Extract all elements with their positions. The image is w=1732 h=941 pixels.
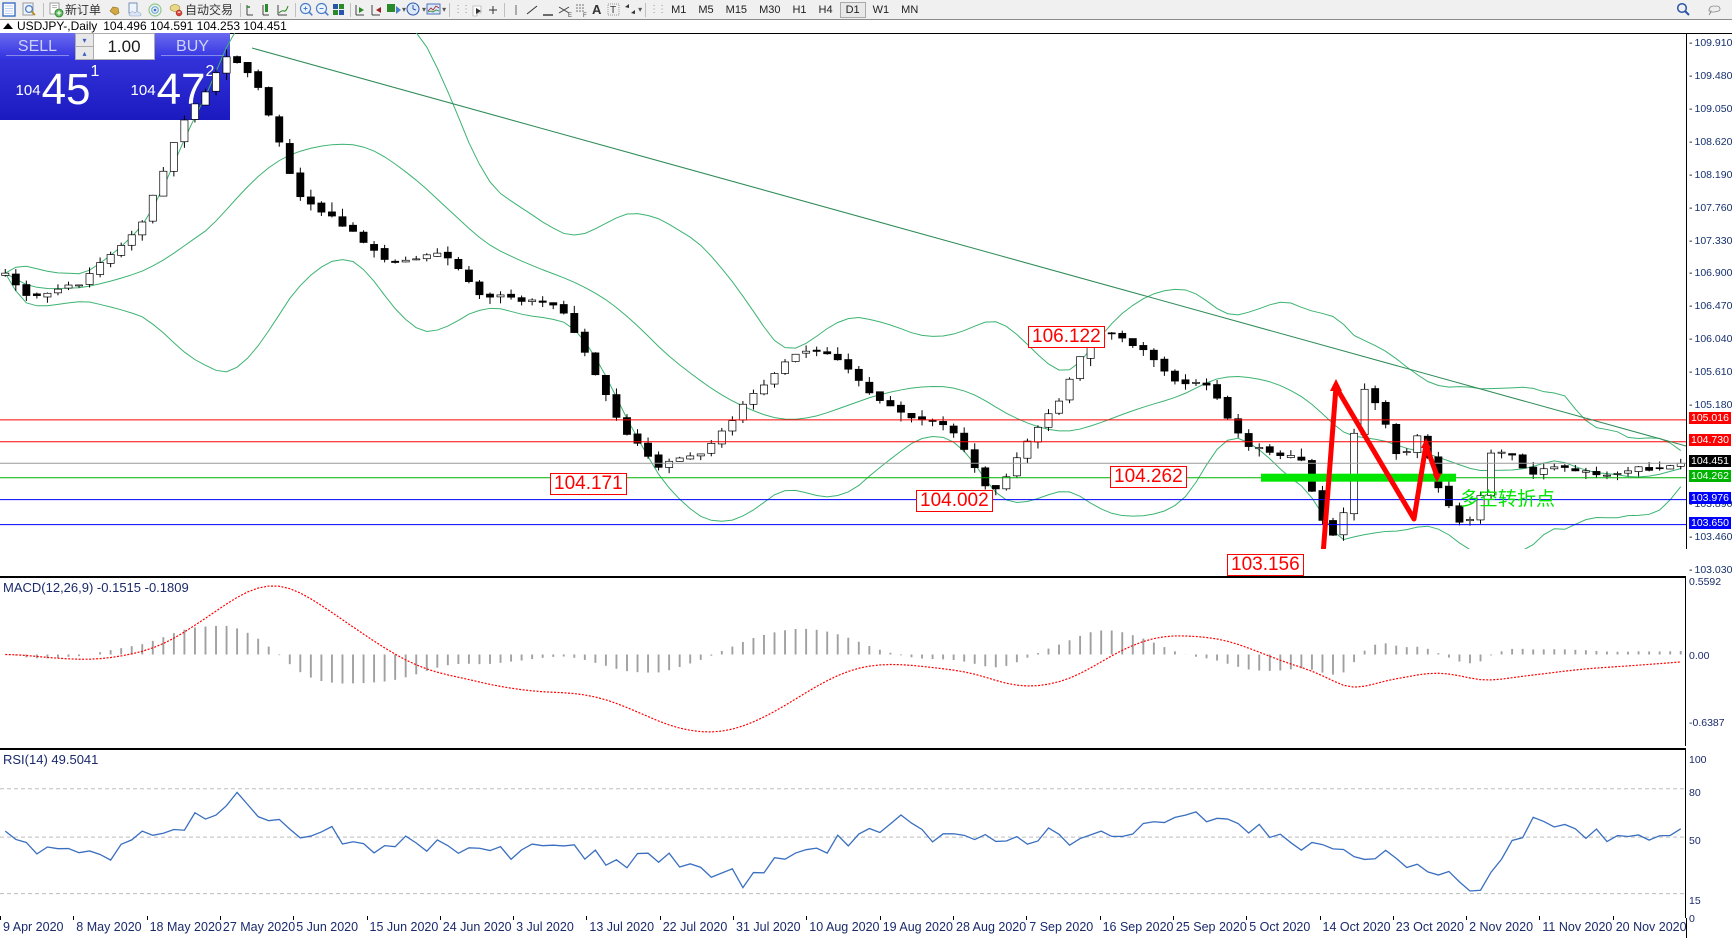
svg-text:E: E	[568, 13, 572, 18]
svg-text:A: A	[592, 2, 602, 17]
svg-text:T: T	[610, 5, 616, 16]
svg-text:F: F	[583, 13, 587, 18]
